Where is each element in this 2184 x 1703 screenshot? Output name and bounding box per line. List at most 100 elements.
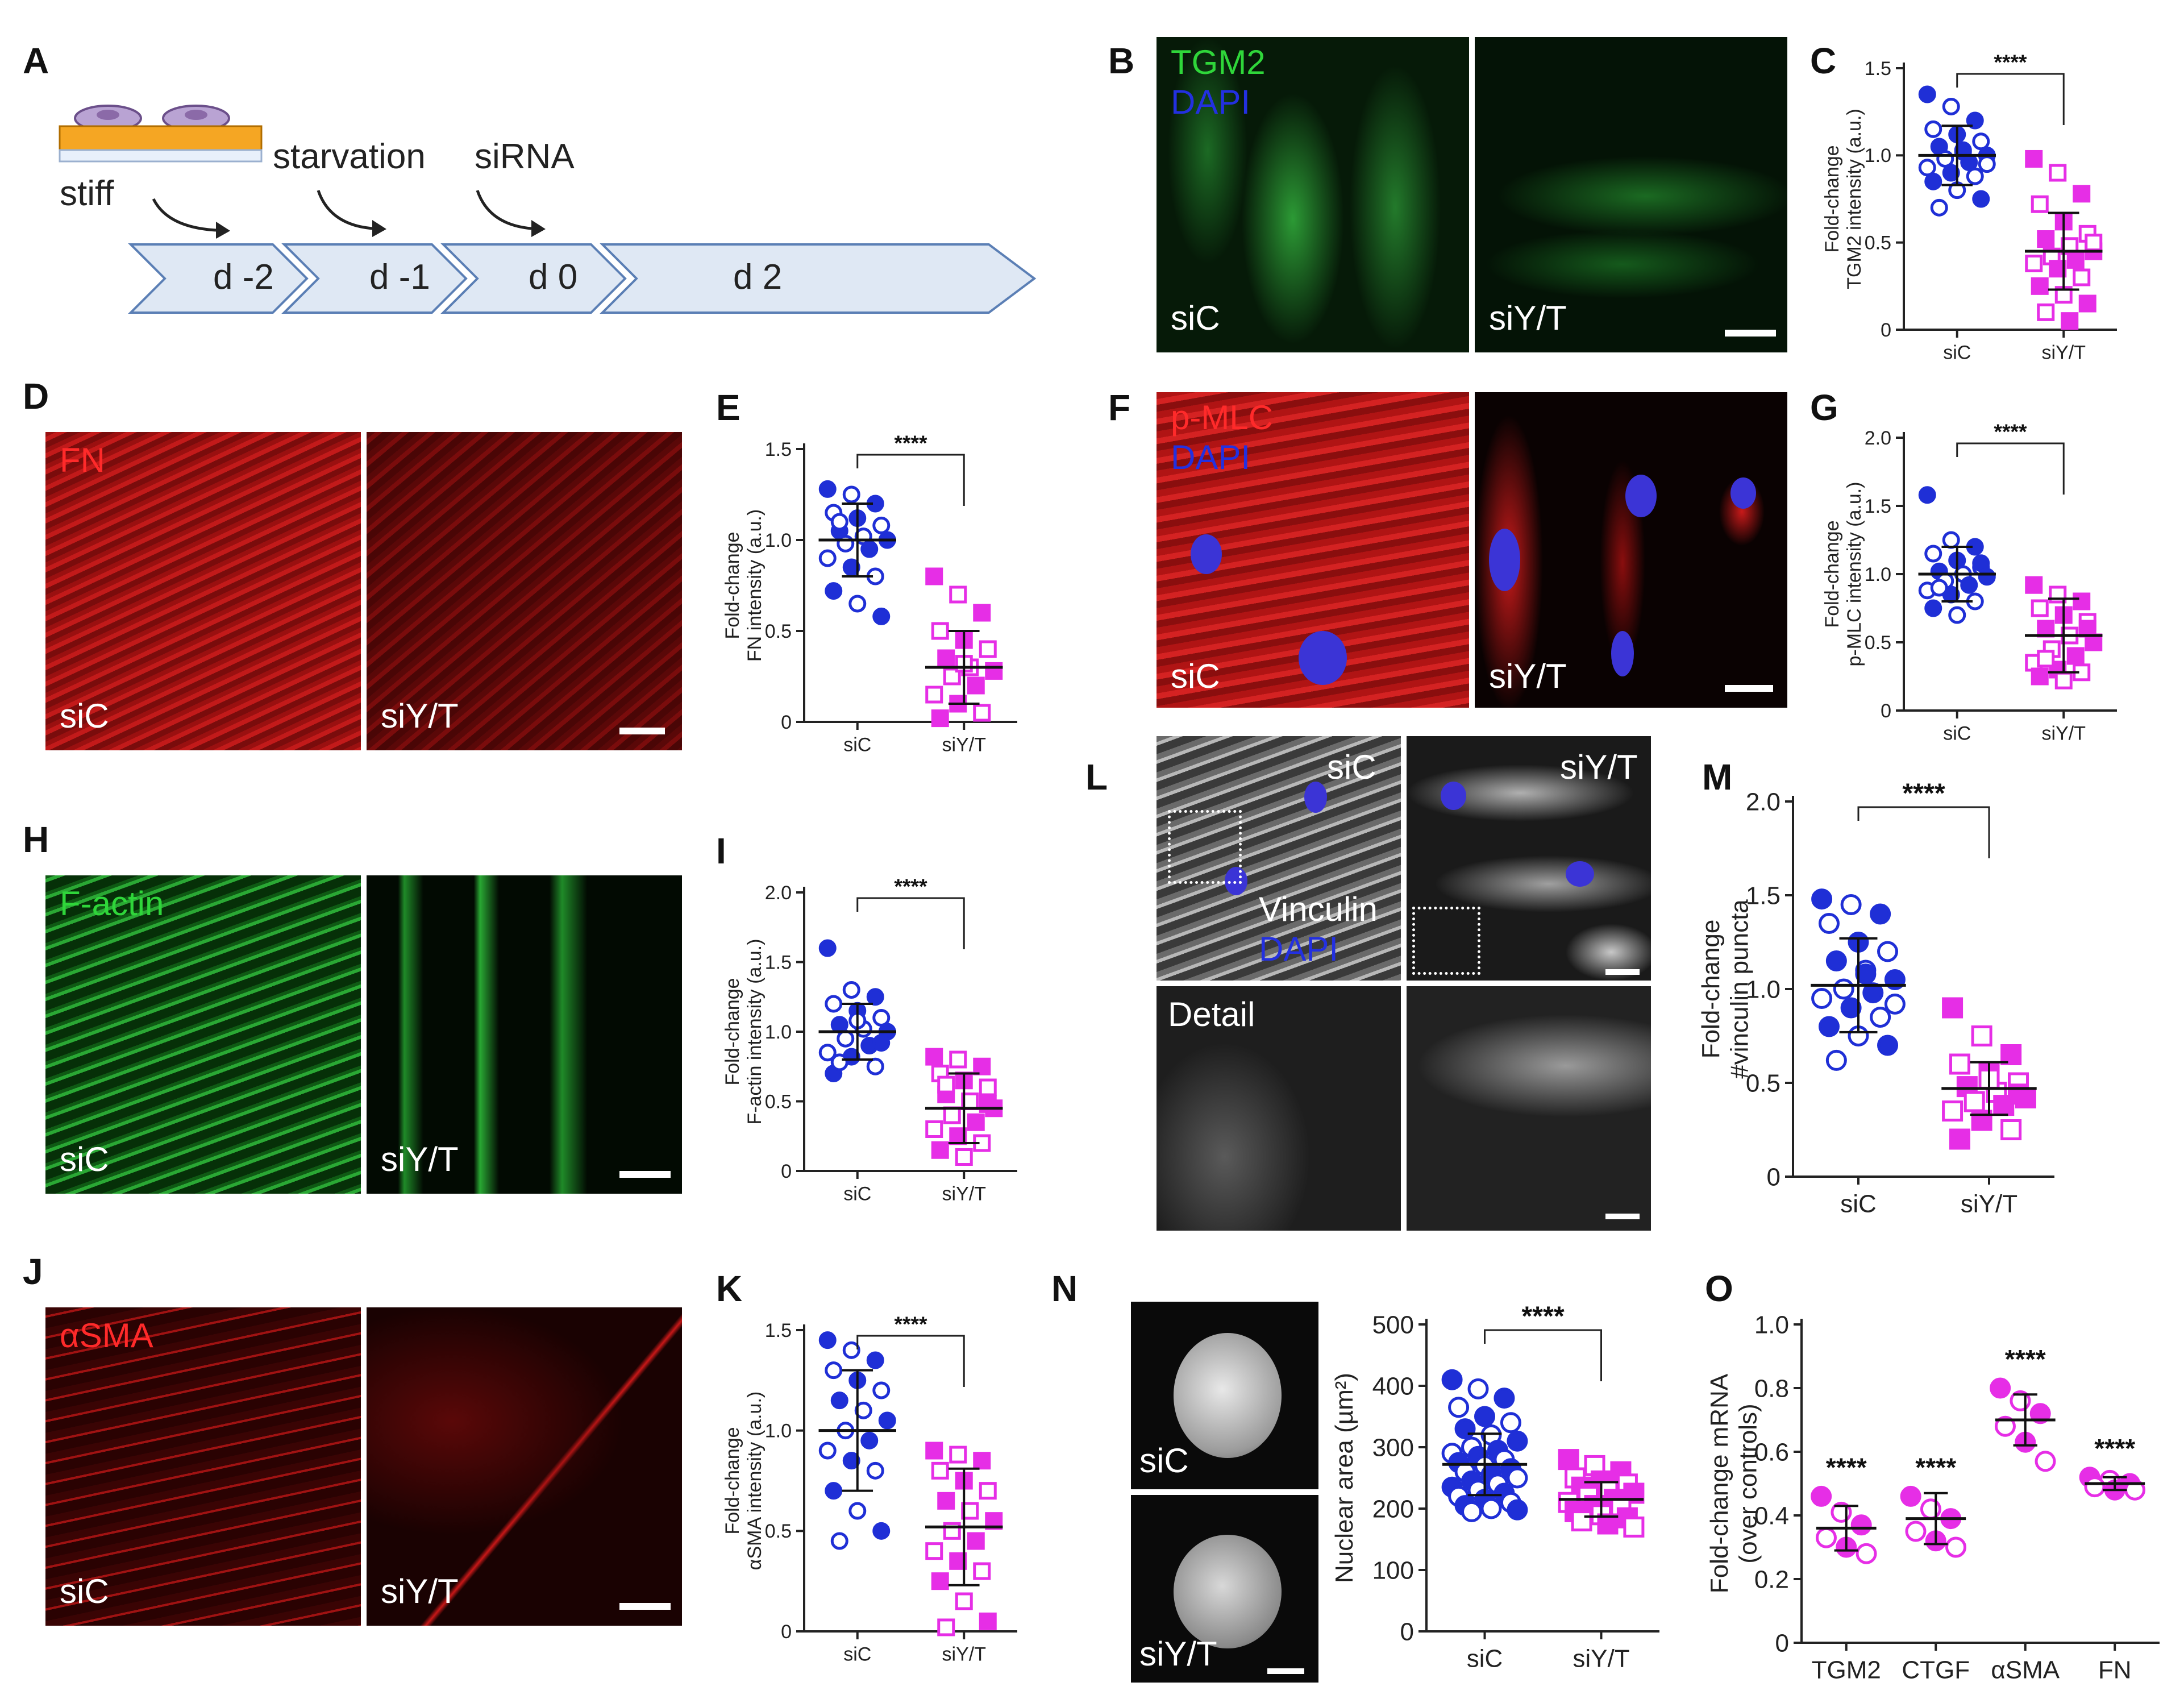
panel-letter-c: C xyxy=(1810,40,1837,81)
image-tile xyxy=(367,1307,682,1626)
data-point xyxy=(1811,1485,1832,1507)
data-point xyxy=(837,534,855,553)
data-point xyxy=(866,1057,884,1075)
chart-g: 0 0.5 1.0 1.5 2.0 siC siY/T Fold-change p-MLC in… xyxy=(1821,419,2117,744)
data-point xyxy=(860,1431,879,1449)
condition-label: siC xyxy=(60,697,109,735)
stain-label: DAPI xyxy=(1171,438,1251,476)
scale-bar xyxy=(1267,1668,1304,1674)
data-point xyxy=(848,1502,867,1520)
data-point xyxy=(1818,913,1840,934)
x-tick-label: siC xyxy=(1943,722,1971,744)
y-axis-label: (over controls) xyxy=(1734,1403,1762,1563)
condition-label: siY/T xyxy=(1489,657,1567,695)
significance-label: **** xyxy=(894,431,927,455)
data-point xyxy=(1949,1053,1970,1075)
condition-label: siY/T xyxy=(1139,1635,1217,1673)
y-tick-label: 1.0 xyxy=(1865,564,1891,585)
data-point xyxy=(2078,294,2096,313)
data-point xyxy=(967,1532,985,1550)
data-point xyxy=(2031,195,2049,213)
data-point xyxy=(949,1446,967,1464)
panel-letter-h: H xyxy=(23,819,49,860)
scale-bar xyxy=(619,1171,671,1178)
data-point xyxy=(878,1411,896,1430)
data-point xyxy=(818,1044,837,1062)
data-point xyxy=(1862,982,1884,1004)
data-point xyxy=(2035,1451,2056,1472)
stain-label: Vinculin xyxy=(1259,890,1378,928)
significance-label: **** xyxy=(1994,50,2027,74)
y-tick-label: 0.5 xyxy=(1865,232,1891,254)
data-point xyxy=(1942,164,1960,182)
panel-letter-l: L xyxy=(1085,757,1108,797)
data-point xyxy=(1494,1388,1515,1409)
y-tick-label: 300 xyxy=(1372,1434,1414,1461)
y-tick-label: 1.0 xyxy=(1746,975,1781,1003)
data-point xyxy=(1815,1527,1837,1548)
data-point xyxy=(866,988,884,1006)
data-point xyxy=(925,1542,943,1560)
y-tick-label: 0.5 xyxy=(1865,632,1891,654)
y-axis-label: Nuclear area (µm²) xyxy=(1330,1373,1358,1583)
significance-bracket xyxy=(856,454,965,506)
panel-letter-o: O xyxy=(1705,1268,1733,1309)
data-point xyxy=(1507,1499,1528,1521)
data-point xyxy=(1454,1418,1476,1440)
data-point xyxy=(2037,620,2055,638)
data-point xyxy=(1833,978,1854,1000)
x-tick-label: siC xyxy=(843,1183,871,1204)
data-point xyxy=(1972,554,1990,572)
data-point xyxy=(1500,1412,1521,1434)
data-point xyxy=(1856,1543,1877,1564)
data-point xyxy=(2000,1119,2022,1140)
y-tick-label: 1.5 xyxy=(765,952,792,973)
chart-e: 0 0.5 1.0 1.5 siC siY/T Fold-change FN intensit… xyxy=(722,431,1017,755)
y-tick-label: 200 xyxy=(1372,1495,1414,1523)
data-point xyxy=(1900,1485,1921,1507)
data-point xyxy=(931,1141,949,1159)
data-point xyxy=(931,1461,949,1480)
data-point xyxy=(872,1009,891,1027)
day-label: d 2 xyxy=(733,257,783,297)
y-tick-label: 1.5 xyxy=(765,439,792,460)
significance-label: **** xyxy=(1915,1452,1956,1482)
y-tick-label: 1.5 xyxy=(1746,882,1781,909)
data-point xyxy=(1558,1449,1579,1471)
data-point xyxy=(1877,1035,1899,1056)
data-point xyxy=(1825,950,1847,971)
data-point xyxy=(2073,592,2091,610)
y-tick-label: 0 xyxy=(781,1161,792,1182)
chart-m: 0 0.5 1.0 1.5 2.0 siC siY/T Fold-change #vinculi… xyxy=(1697,778,2054,1218)
y-tick-label: 1.5 xyxy=(1865,58,1891,80)
data-point xyxy=(1918,159,1936,177)
y-axis-label: Fold-change xyxy=(1697,920,1725,1059)
image-tile xyxy=(45,875,361,1194)
data-point xyxy=(1972,132,1990,151)
y-tick-label: 0 xyxy=(1767,1163,1781,1191)
y-axis-label: p-MLC intensity (a.u.) xyxy=(1844,482,1865,667)
data-point xyxy=(2025,254,2043,272)
data-point xyxy=(1972,190,1990,208)
data-point xyxy=(985,662,1003,680)
x-tick-label: TGM2 xyxy=(1812,1656,1881,1684)
micrograph-n: siC siY/T xyxy=(1131,1302,1318,1683)
data-point xyxy=(1855,963,1877,985)
data-point xyxy=(925,1048,943,1066)
image-tile xyxy=(1407,736,1651,981)
y-tick-label: 0.5 xyxy=(765,621,792,642)
data-point xyxy=(2025,576,2043,594)
y-tick-label: 0 xyxy=(781,712,792,733)
data-point xyxy=(825,995,843,1013)
timeline-schematic xyxy=(59,105,1037,314)
y-tick-label: 1.0 xyxy=(765,1021,792,1043)
y-axis-label: Fold-change xyxy=(1821,520,1843,628)
panel-letter-j: J xyxy=(23,1251,43,1292)
chart-o: 0 0.2 0.4 0.6 0.8 1.0 TGM2 CTGF αSMA FN Fold-chang… xyxy=(1705,1311,2160,1684)
x-tick-label: siC xyxy=(1943,342,1971,363)
y-axis-label: TGM2 intensity (a.u.) xyxy=(1844,109,1865,289)
significance-label: **** xyxy=(2005,1344,2046,1374)
day-label: d 0 xyxy=(529,257,578,297)
data-point xyxy=(818,1442,837,1460)
image-tile xyxy=(1157,392,1469,708)
